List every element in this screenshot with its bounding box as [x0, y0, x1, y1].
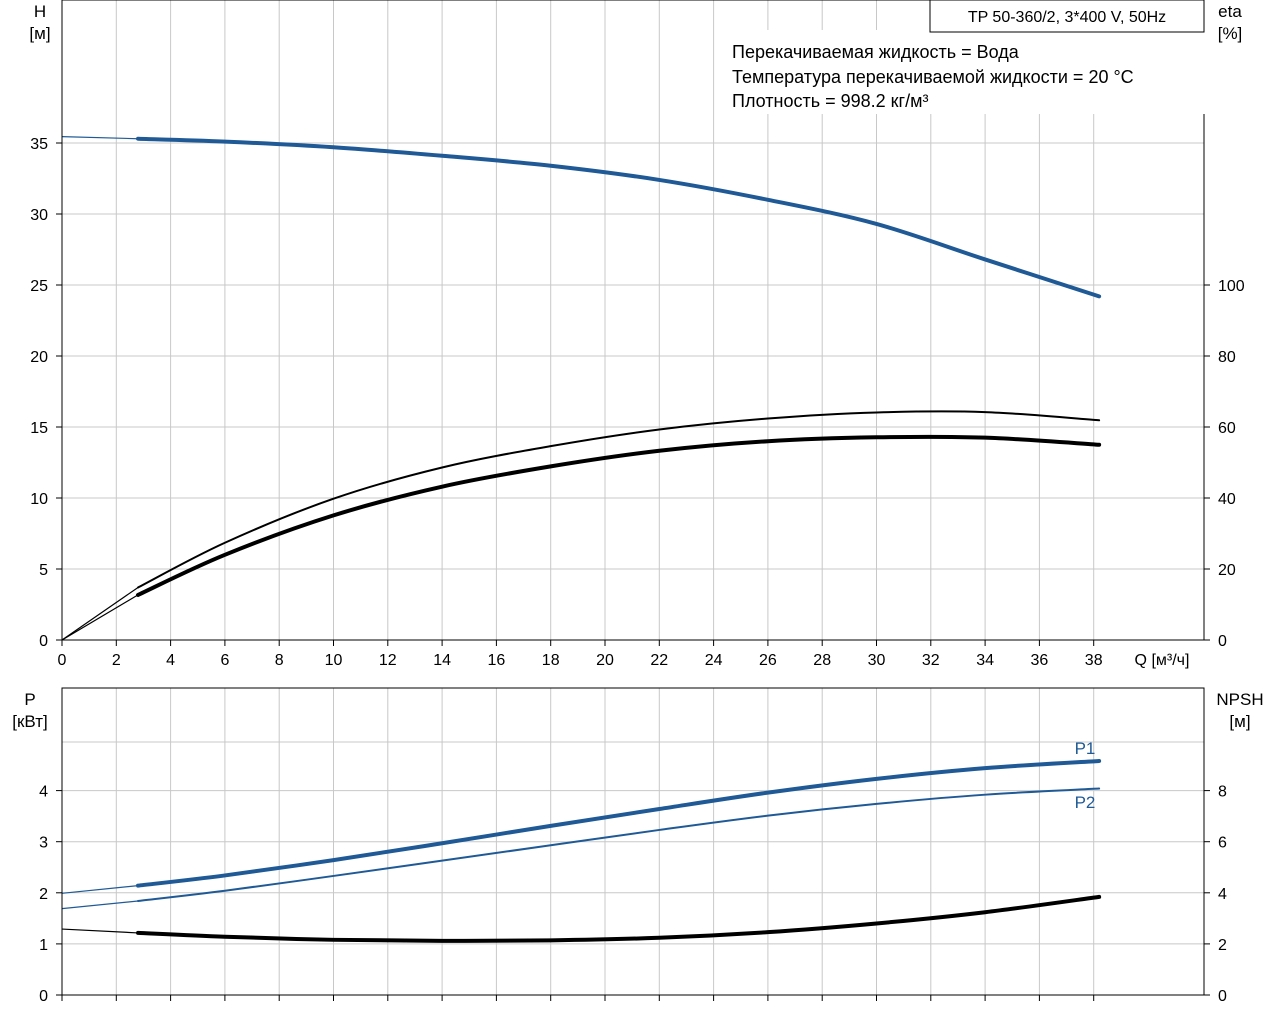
efficiency-curve-a	[137, 410, 1101, 589]
x-tick-label: 2	[112, 652, 121, 669]
upper-grid	[62, 0, 1204, 640]
lower-left-axis-label-1: P	[24, 690, 35, 709]
upper-left-tick-label: 10	[30, 491, 48, 508]
upper-left-tick-label: 5	[39, 562, 48, 579]
x-tick-label: 10	[325, 652, 343, 669]
lower-left-tick-label: 0	[39, 988, 48, 1005]
npsh-curve	[136, 894, 1102, 943]
lower-right-tick-label: 8	[1218, 784, 1227, 801]
x-tick-label: 0	[58, 652, 67, 669]
p2-curve	[137, 787, 1101, 902]
info-line-fluid: Перекачиваемая жидкость = Вода	[732, 42, 1020, 62]
lower-left-tick-label: 1	[39, 937, 48, 954]
upper-x-tick-labels: 0 2 4 6 8 10 12 14 16 18 20 22 24 26 28 30 32 34 36 38	[58, 640, 1103, 1001]
lower-right-tick-labels: 0 2 4 6 8	[1204, 784, 1227, 1005]
x-tick-label: 24	[705, 652, 723, 669]
upper-right-tick-labels: 0 20 40 60 80 100	[1204, 278, 1245, 650]
lower-right-tick-label: 4	[1218, 886, 1227, 903]
x-tick-label: 26	[759, 652, 777, 669]
upper-right-tick-label: 20	[1218, 562, 1236, 579]
x-axis-label: Q [м³/ч]	[1135, 652, 1190, 669]
upper-left-axis-label-2: [м]	[29, 24, 50, 43]
upper-left-tick-label: 30	[30, 207, 48, 224]
x-tick-label: 36	[1031, 652, 1049, 669]
lower-left-tick-label: 2	[39, 886, 48, 903]
upper-right-tick-label: 60	[1218, 420, 1236, 437]
efficiency-curve-b-extension	[61, 594, 139, 641]
x-tick-label: 12	[379, 652, 397, 669]
info-box	[727, 30, 1207, 114]
p2-curve-extension	[61, 900, 139, 910]
upper-right-tick-label: 100	[1218, 278, 1245, 295]
upper-plot-frame	[61, 0, 1205, 641]
head-curve-extension	[61, 136, 139, 140]
upper-left-tick-labels: 0 5 10 15 20 25 30 35	[30, 136, 62, 650]
x-tick-label: 8	[275, 652, 284, 669]
x-tick-label: 20	[596, 652, 614, 669]
lower-series	[61, 758, 1102, 943]
upper-left-tick-label: 15	[30, 420, 48, 437]
lower-right-tick-label: 0	[1218, 988, 1227, 1005]
lower-left-tick-label: 4	[39, 784, 48, 801]
lower-left-axis-label-2: [кВт]	[12, 712, 47, 731]
npsh-curve-extension	[61, 928, 139, 934]
upper-left-tick-label: 35	[30, 136, 48, 153]
x-tick-label: 4	[166, 652, 175, 669]
chart-title: TP 50-360/2, 3*400 V, 50Hz	[968, 9, 1166, 26]
upper-series	[61, 136, 1102, 641]
upper-right-tick-label: 80	[1218, 349, 1236, 366]
x-tick-label: 16	[488, 652, 506, 669]
x-tick-label: 32	[922, 652, 940, 669]
upper-right-axis-label-1: eta	[1218, 2, 1242, 21]
efficiency-curve-a-extension	[61, 586, 139, 641]
lower-right-tick-label: 2	[1218, 937, 1227, 954]
upper-left-tick-label: 20	[30, 349, 48, 366]
x-tick-label: 18	[542, 652, 560, 669]
upper-right-tick-label: 0	[1218, 633, 1227, 650]
p1-curve	[136, 758, 1102, 888]
lower-grid	[62, 688, 1204, 995]
lower-left-tick-labels: 0 1 2 3 4	[39, 784, 62, 1005]
upper-left-tick-label: 25	[30, 278, 48, 295]
info-line-temperature: Температура перекачиваемой жидкости = 20…	[732, 67, 1134, 87]
series-label-p1: P1	[1075, 739, 1096, 758]
lower-left-tick-label: 3	[39, 835, 48, 852]
lower-right-tick-label: 6	[1218, 835, 1227, 852]
series-label-p2: P2	[1075, 793, 1096, 812]
head-curve	[136, 136, 1102, 299]
x-tick-label: 34	[976, 652, 994, 669]
x-tick-label: 14	[433, 652, 451, 669]
lower-right-axis-label-2: [м]	[1229, 712, 1250, 731]
upper-left-axis-label-1: H	[34, 2, 46, 21]
lower-right-axis-label-1: NPSH	[1216, 690, 1263, 709]
title-box	[929, 0, 1205, 33]
x-tick-label: 38	[1085, 652, 1103, 669]
upper-right-axis-label-2: [%]	[1218, 24, 1243, 43]
upper-left-tick-label: 0	[39, 633, 48, 650]
info-line-density: Плотность = 998.2 кг/м³	[732, 91, 928, 111]
upper-right-tick-label: 40	[1218, 491, 1236, 508]
x-tick-label: 6	[220, 652, 229, 669]
x-tick-label: 30	[868, 652, 886, 669]
efficiency-curve-b	[136, 434, 1102, 597]
p1-curve-extension	[61, 885, 139, 894]
x-tick-label: 22	[650, 652, 668, 669]
x-tick-label: 28	[813, 652, 831, 669]
